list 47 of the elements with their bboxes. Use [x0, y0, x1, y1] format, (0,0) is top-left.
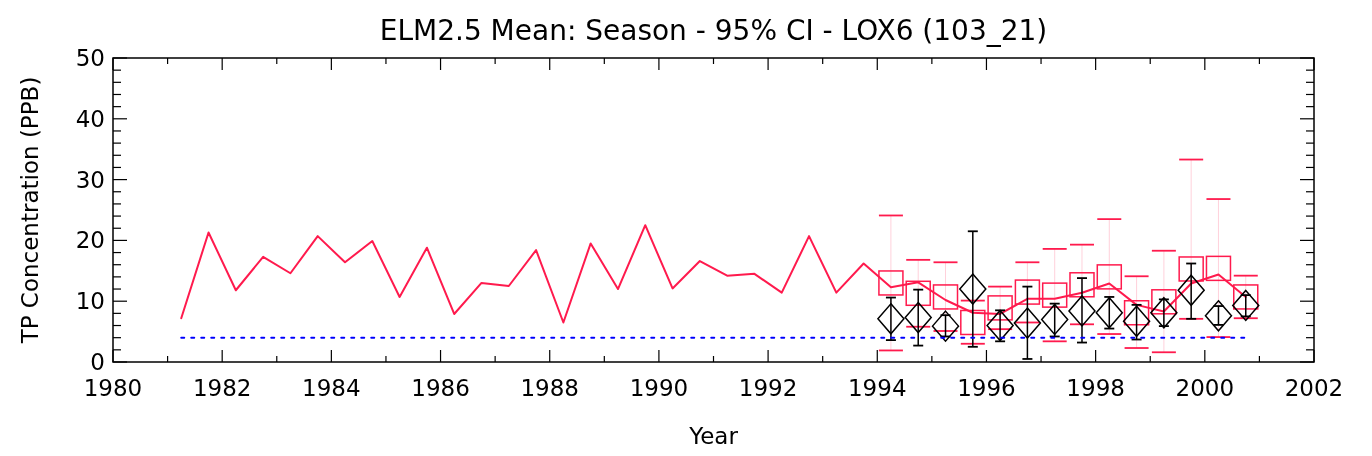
point — [1178, 256, 1204, 282]
x-tick-label: 1984 — [302, 375, 361, 401]
point — [1069, 272, 1095, 298]
point — [1204, 300, 1233, 332]
x-tick-label: 1990 — [629, 375, 689, 401]
x-tick-label: 1980 — [83, 375, 143, 401]
point — [1205, 255, 1232, 282]
point — [1096, 264, 1123, 290]
x-tick-label: 2002 — [1284, 375, 1344, 401]
point — [1123, 300, 1150, 326]
point — [877, 303, 905, 335]
y-tick-label: 30 — [75, 166, 105, 193]
x-tick-label: 1988 — [520, 375, 579, 401]
y-tick-label: 20 — [75, 227, 105, 254]
point — [1040, 303, 1069, 336]
x-tick-label: 1986 — [411, 375, 470, 401]
point — [878, 270, 904, 296]
point — [904, 301, 932, 334]
point — [1068, 295, 1096, 327]
x-axis-title: Year — [688, 423, 739, 449]
point — [932, 284, 959, 310]
y-tick-label: 50 — [75, 45, 105, 72]
chart-title: ELM2.5 Mean: Season - 95% CI - LOX6 (103_21) — [379, 14, 1048, 47]
x-tick-label: 1992 — [738, 375, 798, 401]
point — [931, 310, 960, 342]
x-tick-label: 2000 — [1175, 375, 1235, 401]
y-axis-title: TP Concentration (PPB) — [17, 76, 43, 345]
y-tick-label: 40 — [75, 105, 105, 132]
x-tick-label: 1996 — [957, 375, 1016, 401]
point — [960, 309, 986, 336]
x-tick-label: 1994 — [848, 375, 907, 401]
point — [1095, 297, 1124, 329]
point — [1014, 279, 1041, 305]
point — [1232, 289, 1260, 322]
x-tick-label: 1982 — [192, 375, 252, 401]
point — [959, 273, 987, 305]
x-tick-label: 1998 — [1066, 375, 1125, 401]
point — [1122, 305, 1151, 338]
point — [1150, 297, 1178, 329]
y-tick-label: 0 — [90, 349, 105, 376]
y-tick-label: 10 — [75, 288, 105, 315]
point — [987, 295, 1013, 321]
point — [1177, 274, 1205, 307]
point — [1013, 307, 1042, 339]
point — [1041, 282, 1068, 308]
point — [986, 309, 1014, 342]
point — [905, 280, 931, 307]
